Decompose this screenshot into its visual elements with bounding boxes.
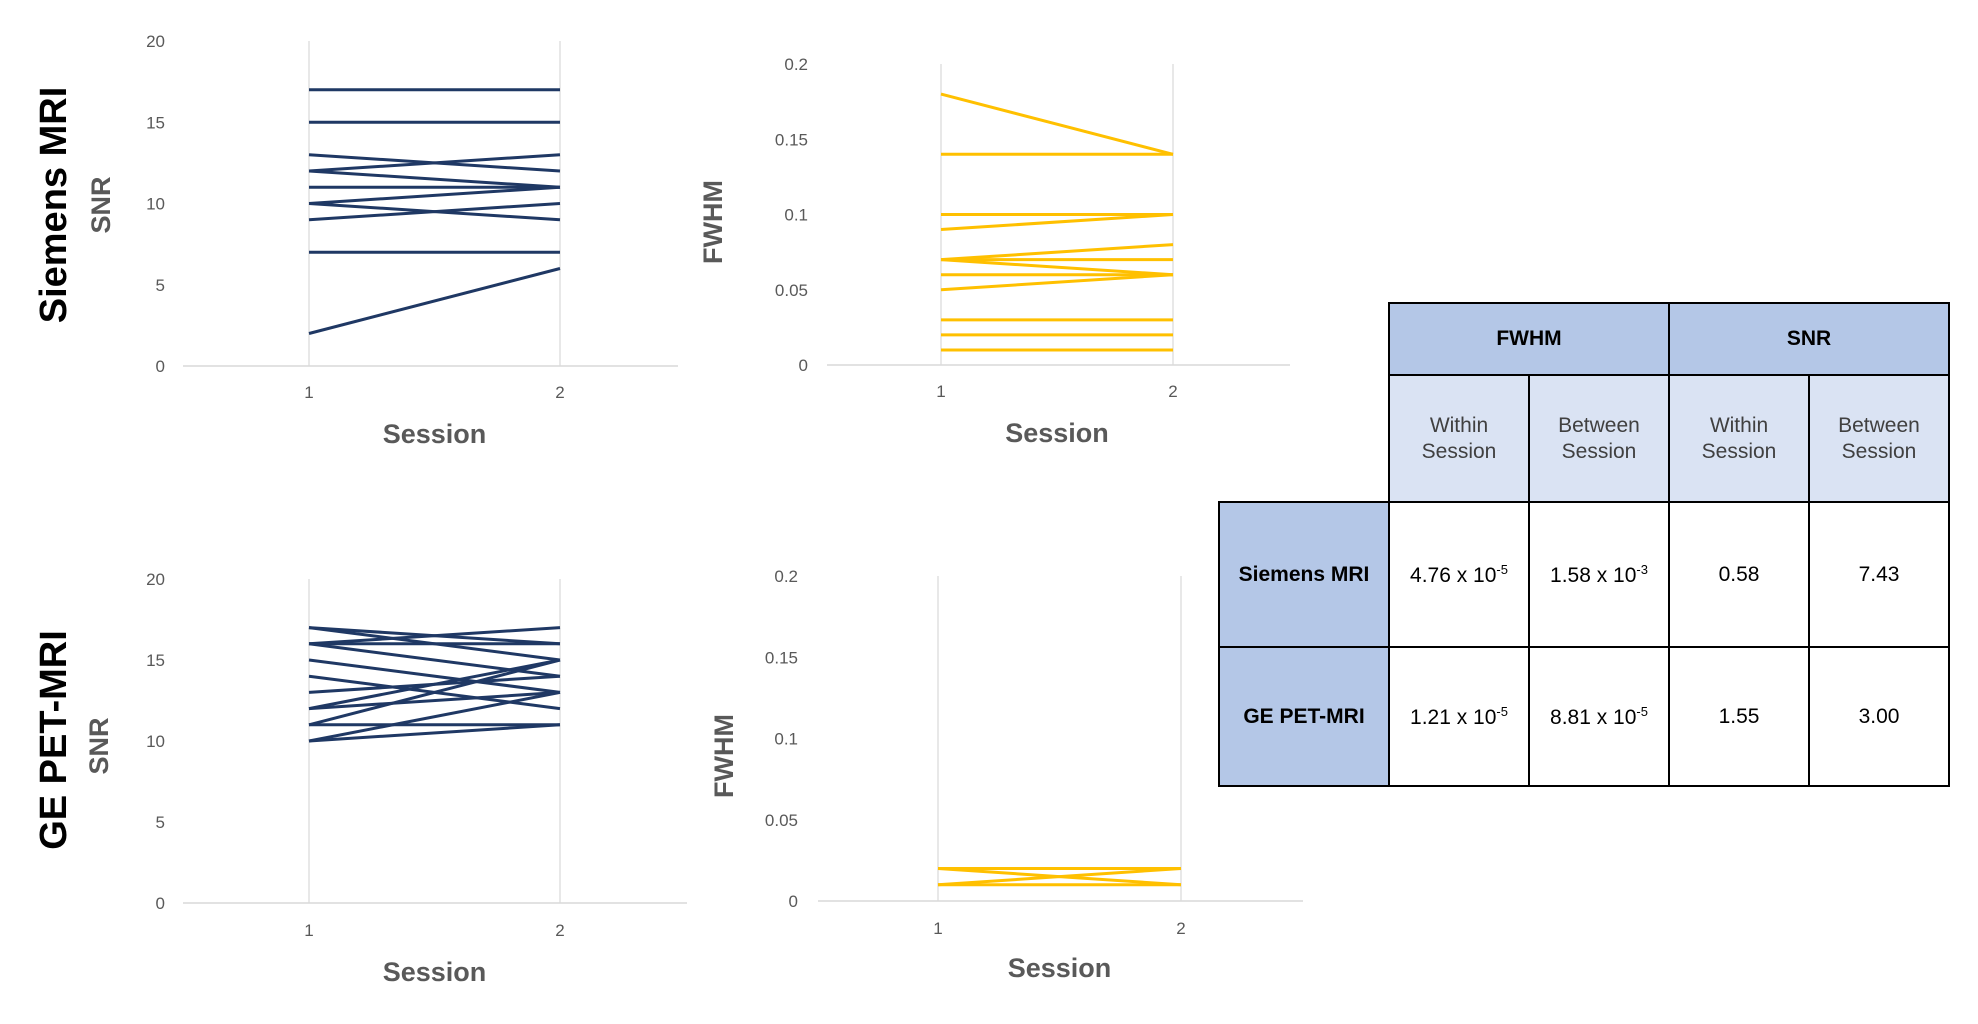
y-tick-label: 0.2 (784, 55, 808, 74)
y-tick-label: 15 (146, 113, 165, 132)
x-tick-label: 2 (1176, 919, 1185, 938)
y-tick-label: 20 (146, 570, 165, 589)
table-row: Siemens MRI 4.76 x 10-5 1.58 x 10-3 0.58… (1218, 501, 1950, 648)
y-tick-label: 0.15 (775, 130, 808, 149)
chart-ge-fwhm: 0 0.05 0.1 0.15 0.2 1 2 Session FWHM (709, 567, 1303, 983)
row-label-ge: GE PET-MRI (33, 630, 75, 850)
series-line-s7 (308, 185, 561, 205)
x-tick-label: 1 (304, 383, 313, 402)
table-cell-siemens-snr-within: 0.58 (1668, 501, 1810, 648)
table-row-label-ge: GE PET-MRI (1218, 646, 1390, 787)
series-line-s10 (308, 690, 561, 711)
series-line-s6 (308, 658, 561, 694)
chart-siemens-snr: 0 5 10 15 20 1 2 Session SNR (86, 32, 678, 449)
table-cell-ge-snr-between: 3.00 (1808, 646, 1950, 787)
table-cell-ge-fwhm-between: 8.81 x 10-5 (1528, 646, 1670, 787)
y-tick-label: 5 (156, 276, 165, 295)
table-row-label-siemens: Siemens MRI (1218, 501, 1390, 648)
table-cell-siemens-snr-between: 7.43 (1808, 501, 1950, 648)
series-line-s3 (937, 867, 1182, 887)
table-corner (1219, 303, 1389, 375)
table-row: GE PET-MRI 1.21 x 10-5 8.81 x 10-5 1.55 … (1218, 646, 1950, 787)
table-corner-2 (1219, 375, 1389, 502)
series-line-s12 (308, 658, 561, 727)
y-tick-label: 5 (156, 813, 165, 832)
y-axis-title: FWHM (709, 714, 739, 798)
table-cell-siemens-fwhm-within: 4.76 x 10-5 (1388, 501, 1530, 648)
y-tick-label: 20 (146, 32, 165, 51)
chart-siemens-fwhm: 0 0.05 0.1 0.15 0.2 1 2 Session FWHM (698, 55, 1290, 448)
series-line-s14 (308, 723, 561, 743)
stats-table: FWHM SNR Within Session Between Session … (1218, 302, 1950, 787)
series-line-s9 (940, 273, 1174, 292)
y-tick-label: 10 (146, 732, 165, 751)
series-line-s5 (308, 169, 561, 189)
series-line-s1 (940, 92, 1174, 156)
series-line-s5 (940, 243, 1174, 262)
series-line-s9 (308, 658, 561, 711)
y-tick-label: 0.15 (765, 648, 798, 667)
y-tick-label: 0.05 (775, 281, 808, 300)
series-line-s9 (308, 202, 561, 222)
x-tick-label: 2 (555, 383, 564, 402)
table-group-fwhm: FWHM (1388, 302, 1670, 376)
x-axis-title: Session (1005, 418, 1109, 448)
table-subhead-snr-within: Within Session (1668, 374, 1810, 503)
table-group-snr: SNR (1668, 302, 1950, 376)
y-tick-label: 15 (146, 651, 165, 670)
series-line-s13 (308, 690, 561, 743)
y-tick-label: 0 (156, 357, 165, 376)
x-axis-title: Session (1008, 953, 1112, 983)
x-tick-label: 1 (304, 921, 313, 940)
series-line-s11 (308, 267, 561, 335)
y-axis-title: SNR (86, 176, 116, 233)
table-subhead-fwhm-between: Between Session (1528, 374, 1670, 503)
table-cell-ge-fwhm-within: 1.21 x 10-5 (1388, 646, 1530, 787)
series-line-s4 (308, 153, 561, 173)
table-subhead-snr-between: Between Session (1808, 374, 1950, 503)
row-label-siemens: Siemens MRI (33, 87, 75, 324)
x-tick-label: 1 (933, 919, 942, 938)
table-cell-ge-snr-within: 1.55 (1668, 646, 1810, 787)
y-tick-label: 0 (799, 356, 808, 375)
y-tick-label: 0 (156, 894, 165, 913)
y-tick-label: 0.2 (774, 567, 798, 586)
y-axis-title: FWHM (698, 180, 728, 264)
x-tick-label: 1 (936, 382, 945, 401)
table-cell-siemens-fwhm-between: 1.58 x 10-3 (1528, 501, 1670, 648)
y-tick-label: 0.05 (765, 811, 798, 830)
x-tick-label: 2 (555, 921, 564, 940)
x-axis-title: Session (383, 419, 487, 449)
y-tick-label: 0 (789, 892, 798, 911)
x-tick-label: 2 (1168, 382, 1177, 401)
x-axis-title: Session (383, 957, 487, 987)
series-line-s3 (308, 626, 561, 646)
y-axis-title: SNR (84, 717, 114, 774)
series-line-s6 (940, 258, 1174, 277)
y-tick-label: 0.1 (784, 206, 808, 225)
chart-ge-snr: 0 5 10 15 20 1 2 Session SNR (84, 570, 687, 987)
y-tick-label: 10 (146, 195, 165, 214)
series-line-s4 (308, 642, 561, 678)
table-subhead-fwhm-within: Within Session (1388, 374, 1530, 503)
series-line-s4 (940, 213, 1174, 232)
y-tick-label: 0.1 (774, 730, 798, 749)
